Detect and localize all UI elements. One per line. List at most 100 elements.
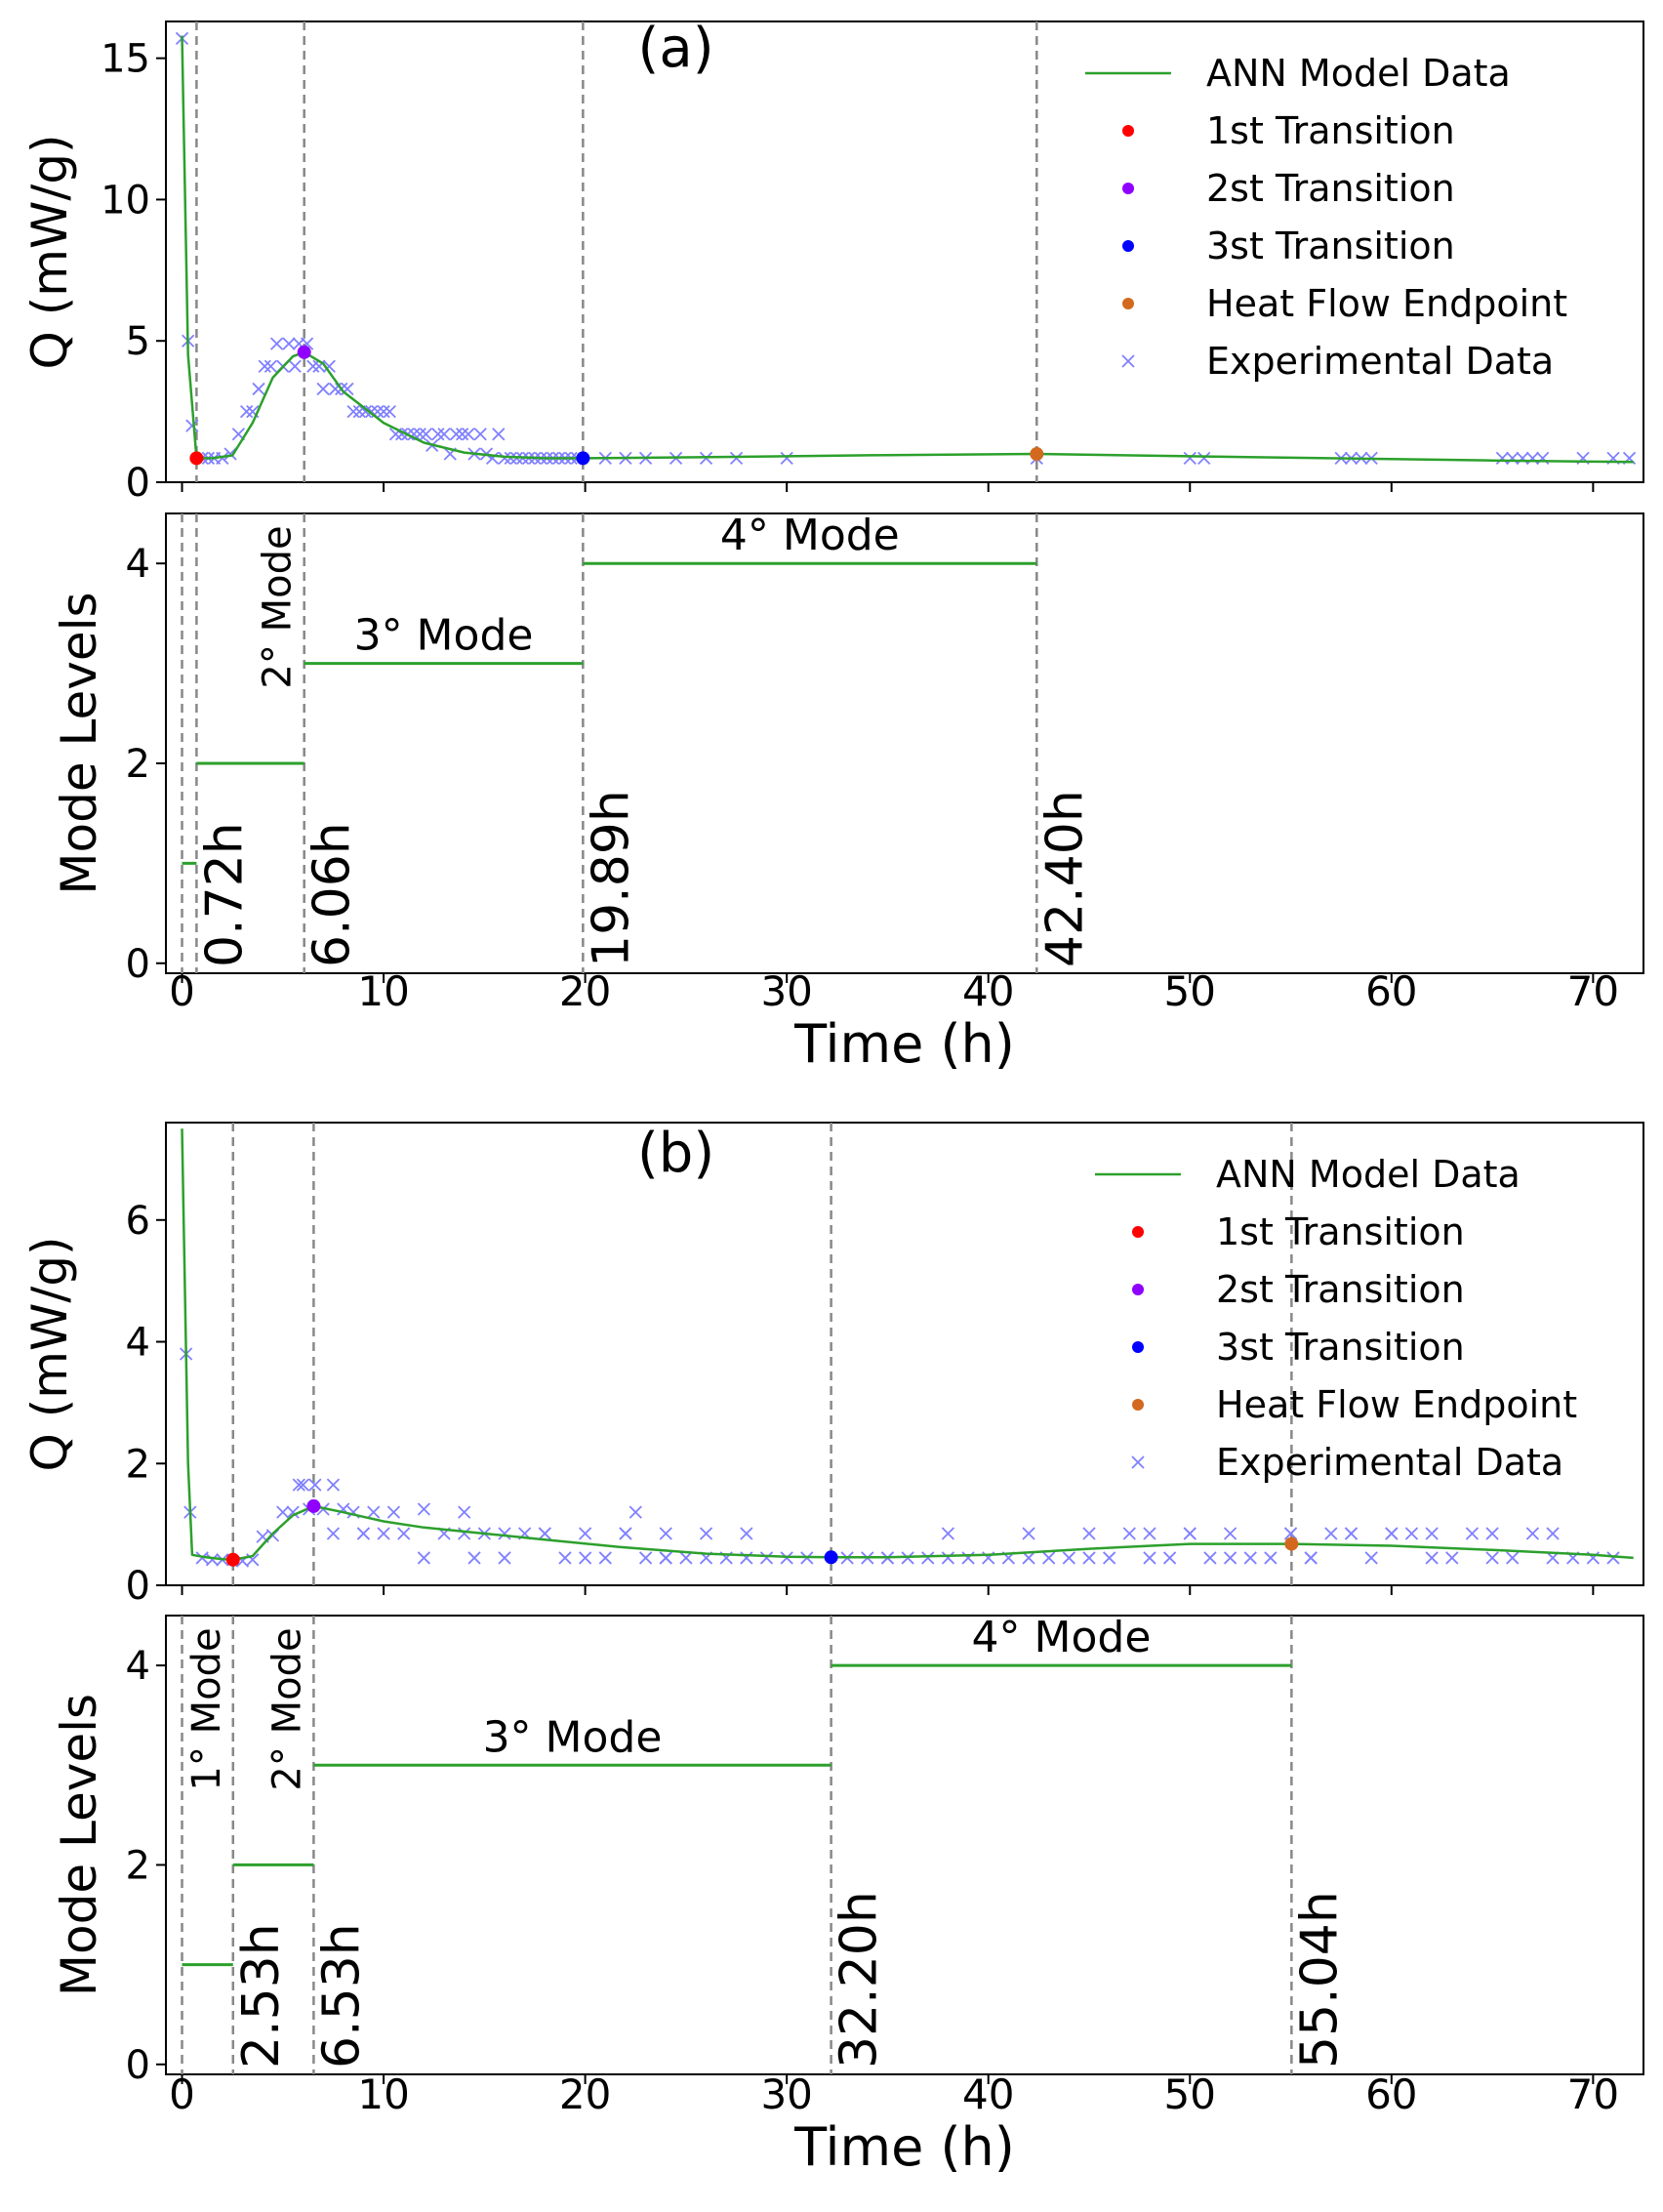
ann-model-line xyxy=(181,35,1634,464)
figure-a: 0 5 10 15 Q (mW/g) (a) ANN Model Data 1st Trans… xyxy=(21,17,1644,1075)
x-tick-label: 10 xyxy=(357,967,409,1015)
q-y-tick-label: 5 xyxy=(126,319,150,364)
experimental-point xyxy=(619,1527,632,1540)
experimental-point xyxy=(322,359,336,373)
experimental-point xyxy=(1445,1551,1459,1565)
experimental-point xyxy=(498,451,511,466)
mode-label: 3° Mode xyxy=(483,1712,663,1762)
experimental-point xyxy=(598,1551,612,1565)
experimental-point xyxy=(223,447,237,461)
x-axis-label: Time (h) xyxy=(793,1013,1015,1075)
experimental-point xyxy=(1243,1551,1257,1565)
mode-y-tick-label: 0 xyxy=(126,942,150,987)
q-y-tick-label: 0 xyxy=(126,461,150,506)
boundary-time-label: 6.53h xyxy=(312,1923,371,2069)
q-plot-frame xyxy=(165,1122,1644,1586)
x-tick-label: 70 xyxy=(1567,967,1619,1015)
experimental-point xyxy=(462,428,475,441)
experimental-point xyxy=(629,1505,642,1519)
experimental-point xyxy=(449,428,464,441)
experimental-point xyxy=(558,1551,572,1565)
legend-model-label: ANN Model Data xyxy=(1216,1153,1521,1196)
legend-t3-label: 3st Transition xyxy=(1206,225,1455,267)
experimental-point xyxy=(1283,1527,1298,1540)
experimental-point xyxy=(458,1527,471,1540)
experimental-point xyxy=(1525,1527,1540,1540)
experimental-point xyxy=(1203,1551,1217,1565)
q-plot-frame xyxy=(165,20,1644,483)
third-transition-point xyxy=(576,451,590,466)
mode-label: 4° Mode xyxy=(720,511,900,560)
experimental-point xyxy=(296,1478,310,1492)
x-tick-label: 20 xyxy=(559,2070,611,2118)
experimental-point xyxy=(679,1551,693,1565)
experimental-point xyxy=(498,1527,511,1540)
first-transition-point xyxy=(225,1552,240,1567)
experimental-point xyxy=(1516,451,1529,466)
experimental-point xyxy=(185,419,199,432)
mode-y-tick-label: 2 xyxy=(126,742,150,787)
experimental-point xyxy=(921,1551,935,1565)
q-y-axis-label: Q (mW/g) xyxy=(21,1237,78,1472)
mode-y-axis-label: Mode Levels xyxy=(51,592,107,894)
experimental-point xyxy=(264,359,278,373)
q-y-tick-label: 15 xyxy=(101,37,150,82)
x-tick-label: 0 xyxy=(169,2070,195,2118)
q-y-tick-label: 6 xyxy=(126,1199,150,1244)
experimental-point xyxy=(326,1527,341,1540)
experimental-point xyxy=(1082,1527,1096,1540)
legend-endpoint-label: Heat Flow Endpoint xyxy=(1216,1383,1577,1426)
experimental-point xyxy=(780,451,793,466)
figure-b: 0 2 4 6 Q (mW/g) (b) ANN Model Data 1st Transit… xyxy=(21,1122,1644,2178)
experimental-point xyxy=(941,1551,955,1565)
experimental-point xyxy=(1183,451,1197,466)
mode-y-tick-label: 4 xyxy=(126,1644,150,1689)
experimental-point xyxy=(1022,1551,1035,1565)
x-tick-label: 30 xyxy=(760,967,812,1015)
experimental-point xyxy=(216,451,229,466)
legend-experimental-label: Experimental Data xyxy=(1206,340,1554,383)
legend-t1-swatch xyxy=(1132,1226,1144,1238)
x-tick-label: 50 xyxy=(1164,2070,1216,2118)
x-tick-label: 60 xyxy=(1365,967,1417,1015)
legend-t2-label: 2st Transition xyxy=(1206,167,1455,210)
mode-plot-frame xyxy=(165,512,1644,974)
q-y-tick-label: 0 xyxy=(126,1564,150,1609)
legend-endpoint-swatch xyxy=(1132,1399,1144,1411)
experimental-point xyxy=(659,1527,672,1540)
legend-t2-label: 2st Transition xyxy=(1216,1268,1465,1311)
experimental-point xyxy=(638,1551,653,1565)
mode-label: 1° Mode xyxy=(184,1627,229,1790)
experimental-point xyxy=(1324,1527,1338,1540)
experimental-point xyxy=(729,451,744,466)
legend-t2-swatch xyxy=(1122,183,1134,194)
experimental-point xyxy=(383,404,396,419)
mode-label: 2° Mode xyxy=(264,1627,309,1790)
boundary-time-label: 32.20h xyxy=(831,1891,889,2069)
mode-plot-frame xyxy=(165,1615,1644,2075)
experimental-point xyxy=(1223,1551,1237,1565)
experimental-point xyxy=(397,1527,411,1540)
mode-y-axis-label: Mode Levels xyxy=(51,1694,107,1996)
experimental-point xyxy=(292,1478,305,1492)
experimental-point xyxy=(740,1527,753,1540)
experimental-point xyxy=(467,1551,481,1565)
experimental-point xyxy=(358,404,373,419)
x-tick-label: 40 xyxy=(962,967,1014,1015)
experimental-point xyxy=(288,359,302,373)
experimental-point xyxy=(1022,1527,1035,1540)
x-tick-label: 60 xyxy=(1365,2070,1417,2118)
second-transition-point xyxy=(306,1498,321,1513)
experimental-point xyxy=(961,1551,975,1565)
x-tick-label: 50 xyxy=(1164,967,1216,1015)
heat-flow-endpoint-point xyxy=(1030,447,1044,462)
legend-t2-swatch xyxy=(1132,1284,1144,1295)
experimental-point xyxy=(407,428,421,441)
legend-experimental-swatch xyxy=(1131,1455,1145,1469)
mode-label: 3° Mode xyxy=(354,611,534,661)
experimental-point xyxy=(1162,1551,1177,1565)
experimental-point xyxy=(1223,1527,1237,1540)
experimental-point xyxy=(326,1478,341,1492)
mode-y-tick-label: 4 xyxy=(126,542,150,587)
experimental-point xyxy=(437,428,451,441)
